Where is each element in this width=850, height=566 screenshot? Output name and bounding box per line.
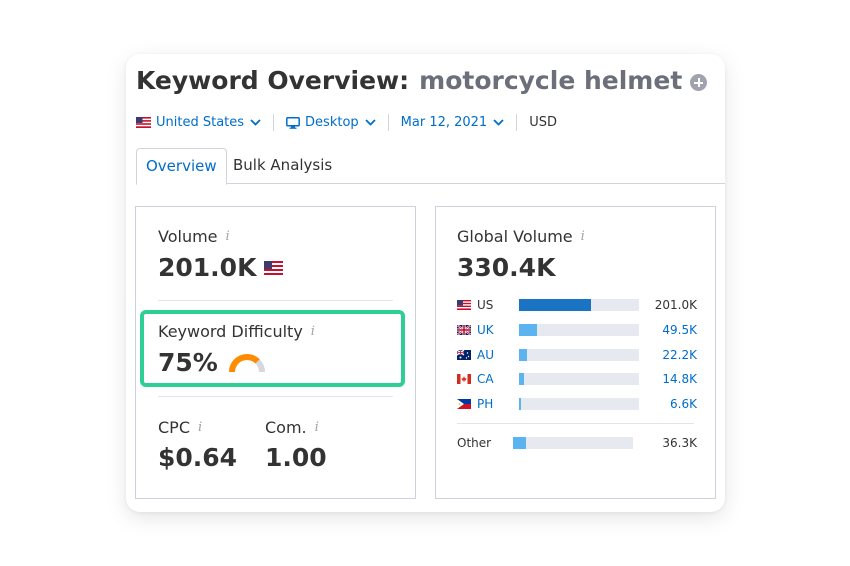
chevron-down-icon xyxy=(365,119,376,126)
com-label-row: Com. i xyxy=(265,418,319,437)
cpc-label: CPC xyxy=(158,418,190,437)
country-dropdown[interactable]: United States xyxy=(136,115,261,130)
country-volume[interactable]: 22.2K xyxy=(662,348,697,362)
cpc-label-row: CPC i xyxy=(158,418,202,437)
country-volume: 201.0K xyxy=(654,298,697,312)
filter-bar: United States Desktop Mar 12, 2021 USD xyxy=(136,114,557,131)
country-code[interactable]: AU xyxy=(477,348,494,362)
volume-bar-fill xyxy=(519,349,528,361)
chevron-down-icon xyxy=(493,119,504,126)
info-icon[interactable]: i xyxy=(314,420,319,435)
other-label: Other xyxy=(457,436,492,450)
divider xyxy=(387,114,389,131)
difficulty-gauge-icon xyxy=(228,353,265,372)
tab-overview[interactable]: Overview xyxy=(136,148,227,185)
date-label: Mar 12, 2021 xyxy=(400,115,488,130)
country-row-uk[interactable]: UK 49.5K xyxy=(457,322,697,338)
tab-bulk-analysis[interactable]: Bulk Analysis xyxy=(233,156,333,174)
keyword-difficulty-highlight xyxy=(140,310,405,387)
device-dropdown[interactable]: Desktop xyxy=(286,115,376,130)
page-title: Keyword Overview: motorcycle helmet xyxy=(136,66,708,95)
global-volume-value: 330.4K xyxy=(457,253,556,282)
chevron-down-icon xyxy=(250,119,261,126)
volume-value: 201.0K xyxy=(158,253,257,282)
divider xyxy=(273,114,275,131)
volume-bar xyxy=(519,398,639,410)
uk-flag-icon xyxy=(457,325,471,335)
volume-label: Volume xyxy=(158,227,218,246)
info-icon[interactable]: i xyxy=(310,324,315,339)
volume-bar xyxy=(519,349,639,361)
com-value: 1.00 xyxy=(265,443,327,472)
volume-bar xyxy=(513,437,633,449)
keyword-overview-card: Keyword Overview: motorcycle helmet Unit… xyxy=(126,54,725,512)
country-volume[interactable]: 49.5K xyxy=(662,323,697,337)
volume-bar xyxy=(519,324,639,336)
currency-label: USD xyxy=(529,115,557,130)
volume-bar-fill xyxy=(519,398,522,410)
volume-value-row: 201.0K xyxy=(158,253,284,282)
kd-value: 75% xyxy=(158,348,218,377)
country-volume[interactable]: 14.8K xyxy=(662,372,697,386)
country-volume[interactable]: 6.6K xyxy=(670,397,697,411)
other-volume: 36.3K xyxy=(662,436,697,450)
volume-bar xyxy=(519,373,639,385)
com-label: Com. xyxy=(265,418,307,437)
device-label: Desktop xyxy=(305,115,359,130)
divider xyxy=(158,396,393,397)
add-icon[interactable] xyxy=(690,74,708,91)
kd-label: Keyword Difficulty xyxy=(158,322,303,341)
metrics-panel: Volume i 201.0K Keyword Difficulty i 75% xyxy=(135,206,416,499)
global-volume-label-row: Global Volume i xyxy=(457,227,585,246)
global-volume-label: Global Volume xyxy=(457,227,573,246)
country-row-us: US 201.0K xyxy=(457,297,697,313)
au-flag-icon xyxy=(457,350,471,360)
info-icon[interactable]: i xyxy=(225,229,230,244)
monitor-icon xyxy=(286,116,300,129)
divider xyxy=(457,423,694,424)
us-flag-icon xyxy=(264,260,284,275)
info-icon[interactable]: i xyxy=(198,420,203,435)
volume-bar-fill xyxy=(519,324,537,336)
volume-label-row: Volume i xyxy=(158,227,230,246)
country-label: United States xyxy=(156,115,245,130)
country-row-au[interactable]: AU 22.2K xyxy=(457,347,697,363)
date-dropdown[interactable]: Mar 12, 2021 xyxy=(401,115,505,130)
kd-value-row: 75% xyxy=(158,348,268,377)
volume-bar-fill xyxy=(519,299,591,311)
volume-bar-fill xyxy=(513,437,527,449)
us-flag-icon xyxy=(136,117,151,128)
title-text: Keyword Overview: xyxy=(136,66,410,95)
country-code: US xyxy=(477,298,494,312)
ph-flag-icon xyxy=(457,399,471,409)
cpc-value: $0.64 xyxy=(158,443,238,472)
divider xyxy=(158,300,393,301)
country-code[interactable]: CA xyxy=(477,372,494,386)
country-code[interactable]: UK xyxy=(477,323,494,337)
country-row-other: Other 36.3K xyxy=(457,435,697,451)
global-volume-panel: Global Volume i 330.4K US 201.0K xyxy=(435,206,716,499)
country-row-ph[interactable]: PH 6.6K xyxy=(457,396,697,412)
volume-bar xyxy=(519,299,639,311)
divider xyxy=(516,114,518,131)
country-row-ca[interactable]: CA 14.8K xyxy=(457,371,697,387)
us-flag-icon xyxy=(457,300,471,310)
country-code[interactable]: PH xyxy=(477,397,494,411)
volume-bar-fill xyxy=(519,373,524,385)
keyword-text: motorcycle helmet xyxy=(419,66,683,95)
tab-bar: Overview Bulk Analysis xyxy=(136,148,725,185)
ca-flag-icon xyxy=(457,374,471,384)
kd-label-row: Keyword Difficulty i xyxy=(158,322,315,341)
info-icon[interactable]: i xyxy=(580,229,585,244)
